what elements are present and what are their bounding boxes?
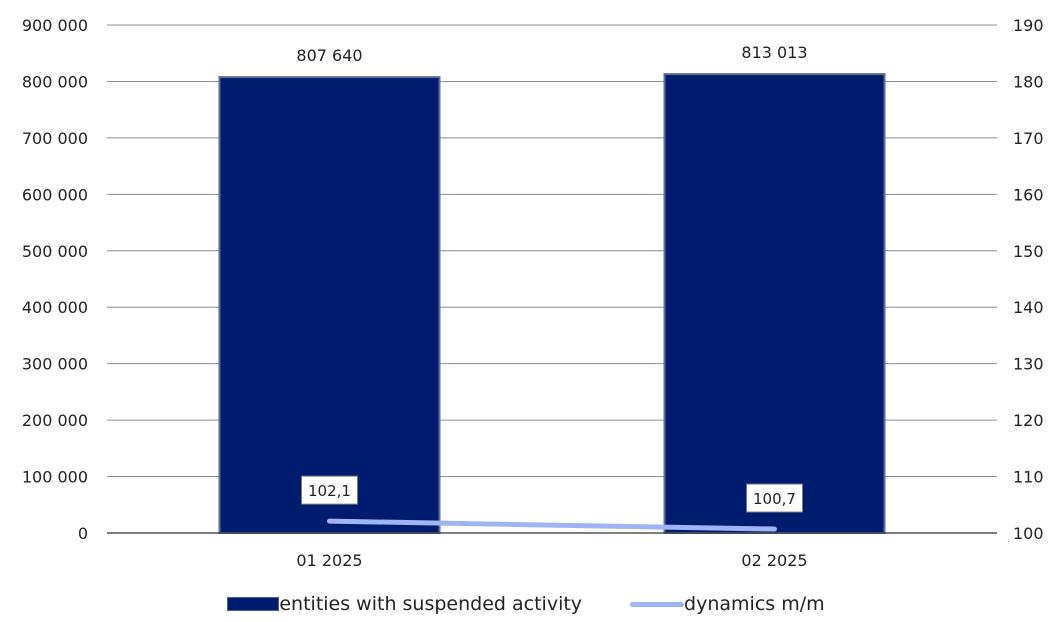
line-path bbox=[327, 518, 777, 532]
y-right-tick-label: 140 bbox=[1013, 298, 1044, 317]
bar bbox=[218, 76, 441, 535]
y-left-tick-label: 800 000 bbox=[22, 72, 88, 91]
legend-swatch-line bbox=[630, 601, 685, 607]
y-right-tick-label: 110 bbox=[1013, 468, 1044, 487]
y-right-tick-label: 160 bbox=[1013, 185, 1044, 204]
y-right-tick-label: 130 bbox=[1013, 355, 1044, 374]
y-right-tick-label: 150 bbox=[1013, 242, 1044, 261]
y-right-tick-label: 120 bbox=[1013, 411, 1044, 430]
y-left-tick-label: 100 000 bbox=[22, 468, 88, 487]
line-series bbox=[327, 518, 777, 532]
line-value-label: 102,1 bbox=[308, 482, 351, 500]
bar-value-label: 813 013 bbox=[741, 43, 807, 62]
legend-item-line: dynamics m/m bbox=[630, 593, 825, 615]
chart: 0 100 000 200 000 300 000 400 000 500 000 600 … bbox=[22, 16, 1044, 570]
x-tick-label: 02 2025 bbox=[741, 551, 807, 570]
x-tick-label: 01 2025 bbox=[296, 551, 362, 570]
legend-swatch-bars bbox=[227, 597, 280, 611]
y-left-tick-label: 500 000 bbox=[22, 242, 88, 261]
y-right-tick-label: 190 bbox=[1013, 16, 1044, 35]
legend: entities with suspended activity dynamic… bbox=[0, 593, 1052, 615]
y-left-tick-label: 400 000 bbox=[22, 298, 88, 317]
y-left-tick-label: 300 000 bbox=[22, 355, 88, 374]
y-left-tick-label: 0 bbox=[78, 524, 88, 543]
y-right-tick-label: 100 bbox=[1013, 524, 1044, 543]
bar bbox=[663, 73, 886, 534]
legend-item-bars: entities with suspended activity bbox=[227, 593, 582, 615]
y-right-tick-label: 180 bbox=[1013, 72, 1044, 91]
bar-value-label: 807 640 bbox=[296, 46, 362, 65]
bar-series bbox=[218, 73, 886, 535]
y-left-tick-label: 200 000 bbox=[22, 411, 88, 430]
legend-label-bars: entities with suspended activity bbox=[279, 593, 583, 615]
y-left-tick-label: 900 000 bbox=[22, 16, 88, 35]
line-value-label: 100,7 bbox=[753, 490, 796, 508]
line-value-label-box bbox=[746, 483, 803, 513]
y-left-tick-label: 700 000 bbox=[22, 129, 88, 148]
y-left-tick-label: 600 000 bbox=[22, 185, 88, 204]
y-right-tick-label: 170 bbox=[1013, 129, 1044, 148]
line-value-label-box bbox=[301, 475, 358, 505]
tick-labels: 0 100 000 200 000 300 000 400 000 500 000 600 … bbox=[22, 16, 1044, 570]
legend-label-line: dynamics m/m bbox=[684, 593, 825, 615]
data-labels: 807 640 813 013 102,1 100,7 bbox=[296, 43, 808, 513]
